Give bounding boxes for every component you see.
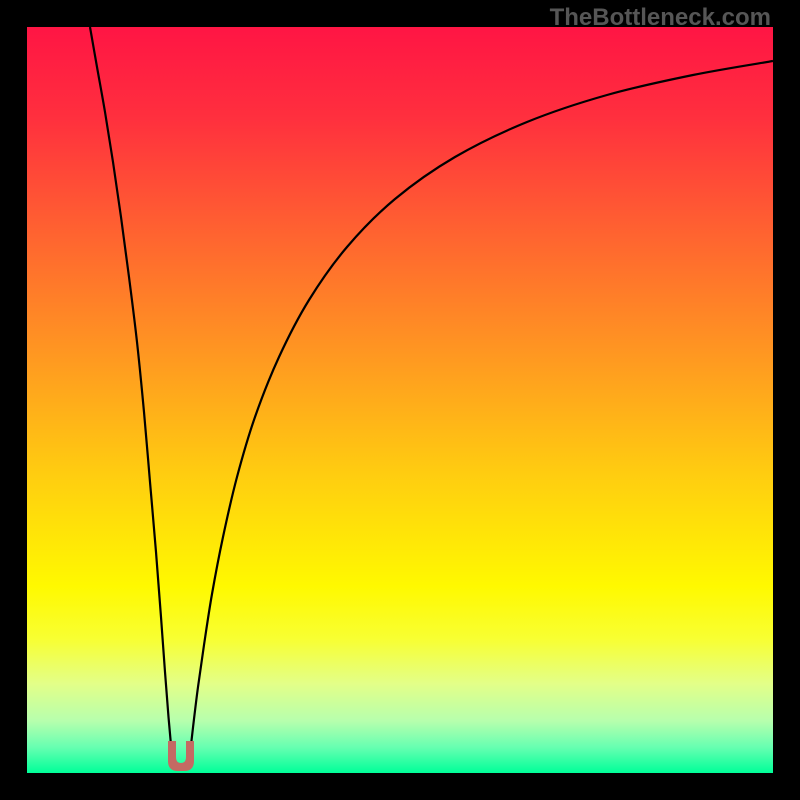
chart-container: TheBottleneck.com: [0, 0, 800, 800]
watermark-text: TheBottleneck.com: [550, 4, 771, 32]
curve-left-branch: [90, 27, 171, 745]
valley-u-marker: [168, 741, 194, 771]
valley-curve: [27, 27, 773, 773]
plot-area: [27, 27, 773, 773]
curve-right-branch: [191, 61, 773, 745]
